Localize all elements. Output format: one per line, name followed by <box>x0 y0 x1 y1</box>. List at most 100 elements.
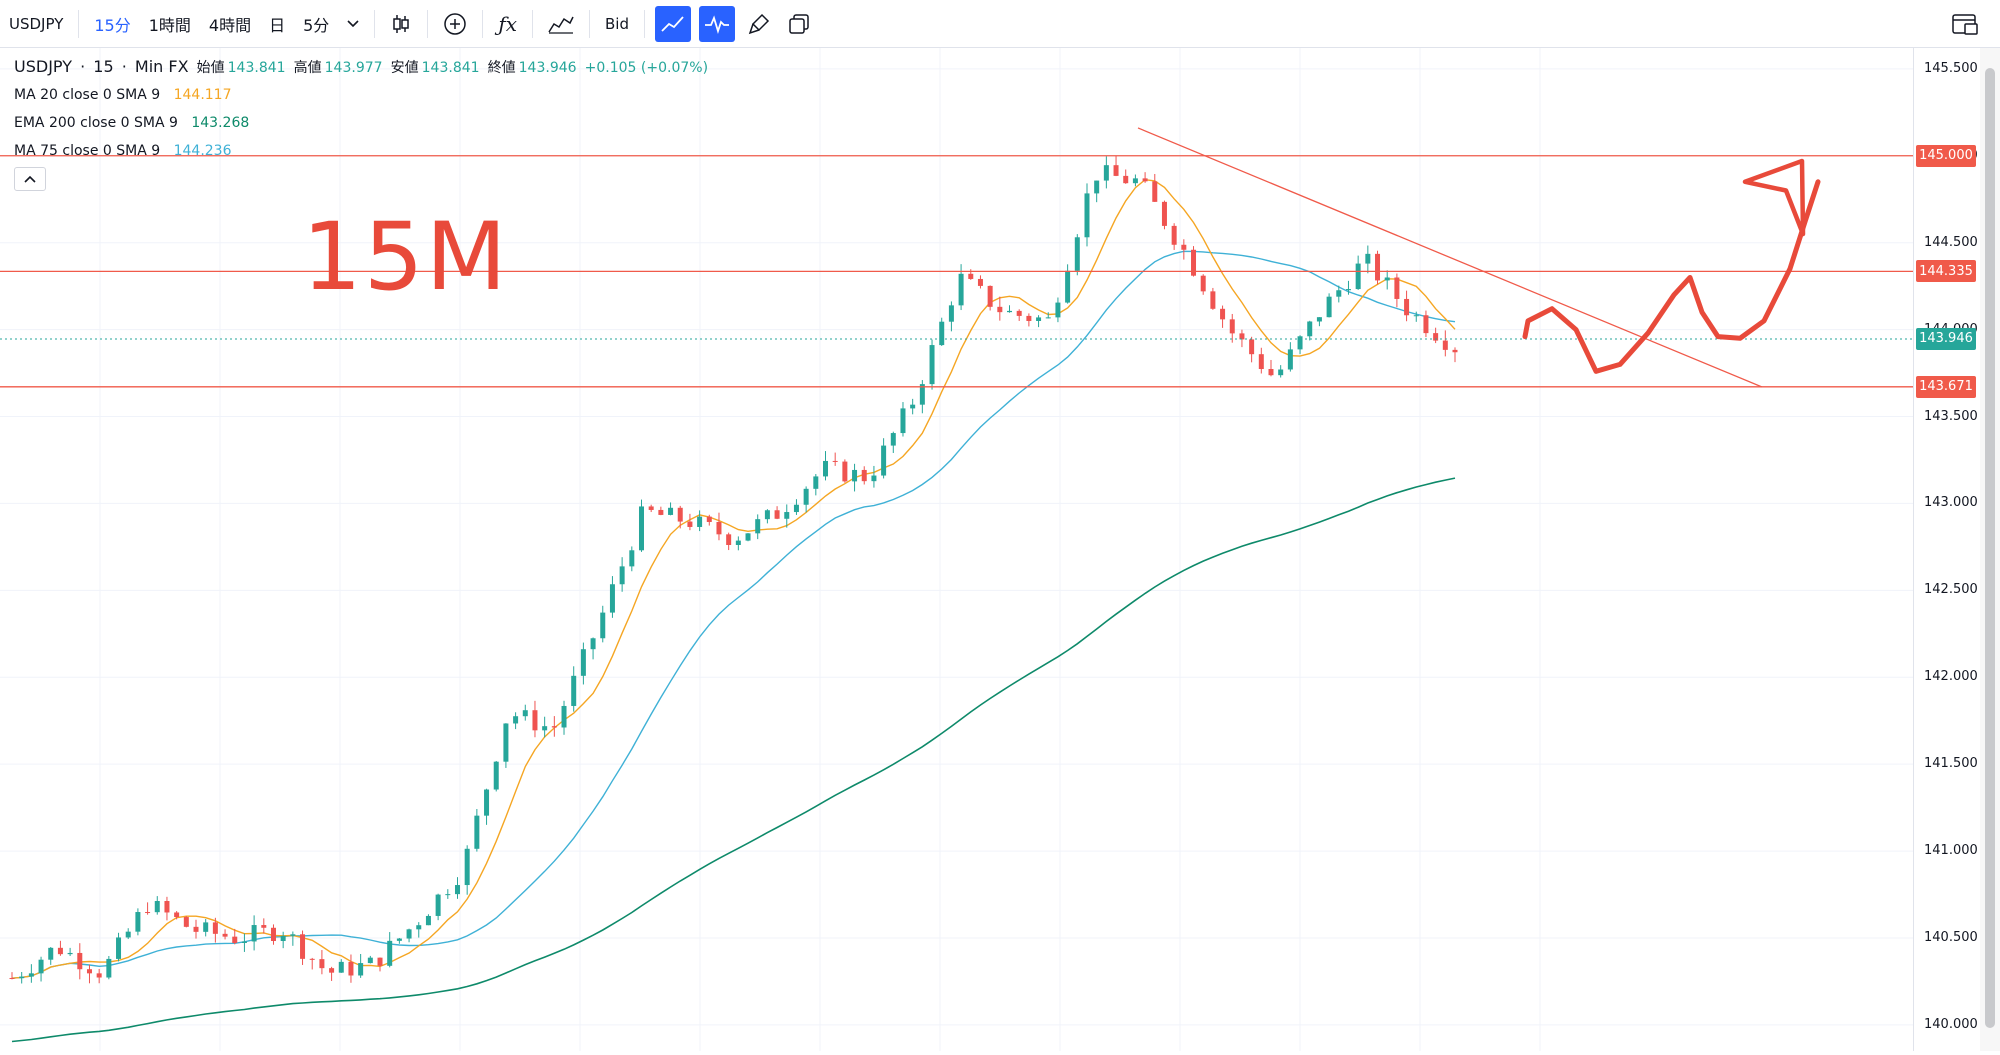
chart-canvas[interactable] <box>0 48 1913 1051</box>
candle-body <box>222 933 228 937</box>
scrollbar-thumb[interactable] <box>1985 68 1995 1028</box>
forecast-arrow-head <box>1742 158 1806 237</box>
high-label: 高値 <box>293 60 322 76</box>
candle-body <box>793 504 799 513</box>
candle-body <box>77 952 83 970</box>
candle-body <box>551 726 557 728</box>
price-axis-tick: 142.500 <box>1924 582 1978 598</box>
bid-toggle[interactable]: Bid <box>605 14 629 33</box>
price-axis-tick: 140.500 <box>1924 930 1978 945</box>
candle-body <box>232 936 238 943</box>
price-axis-tick: 143.500 <box>1924 408 1978 424</box>
trend-line-tool-button[interactable] <box>654 5 691 42</box>
price-tag: 143.946 <box>1916 327 1976 350</box>
legend-sep: · <box>80 57 86 76</box>
candle-body <box>1258 354 1264 370</box>
area-chart-icon <box>548 16 574 34</box>
candle-body <box>1036 317 1042 321</box>
candle-body <box>658 509 664 515</box>
chart-type-button[interactable] <box>381 0 421 48</box>
candle-body <box>580 649 586 676</box>
top-toolbar: USDJPY 15分 1時間 4時間 日 5分 ƒx Bid <box>0 0 2000 48</box>
interval-5m[interactable]: 5分 <box>303 15 330 35</box>
interval-15m[interactable]: 15分 <box>94 15 131 35</box>
ma75-line <box>11 250 1456 979</box>
plus-circle-icon <box>444 12 467 35</box>
candle-body <box>241 941 247 943</box>
candle-body <box>1103 165 1109 181</box>
candle-body <box>823 460 829 477</box>
candle-body <box>542 726 548 731</box>
candle-body <box>609 584 615 613</box>
candle-body <box>1065 270 1071 303</box>
indicator-ma20[interactable]: MA 20 close 0 SMA 9 144.117 <box>14 87 235 103</box>
low-label: 安値 <box>390 60 419 76</box>
indicator-ema200[interactable]: EMA 200 close 0 SMA 9 143.268 <box>14 115 252 131</box>
candle-body <box>193 926 199 932</box>
candle-body <box>1316 317 1322 322</box>
candle-body <box>300 934 306 959</box>
candle-body <box>706 516 712 522</box>
candle-body <box>1433 333 1439 341</box>
candle-body <box>1365 253 1371 264</box>
price-tag: 143.671 <box>1916 375 1976 398</box>
candle-body <box>677 507 683 522</box>
compare-button[interactable] <box>434 0 476 48</box>
candle-body <box>1220 308 1226 320</box>
candle-body <box>1268 369 1274 376</box>
interval-day[interactable]: 日 <box>269 15 286 35</box>
candle-body <box>629 550 635 567</box>
handwritten-annotation: 15M <box>302 203 509 312</box>
candle-body <box>745 533 751 541</box>
interval-1h[interactable]: 1時間 <box>148 15 191 35</box>
candle-body <box>164 901 170 913</box>
candle-body <box>1094 180 1100 194</box>
candle-body <box>1384 277 1390 281</box>
symbol-search[interactable]: USDJPY <box>9 14 64 33</box>
candle-body <box>1287 349 1293 370</box>
price-axis-tick: 145.500 <box>1924 60 1978 76</box>
candle-body <box>600 612 606 639</box>
chart-area[interactable]: USDJPY · 15 · Min FX 始値 143.841 高値 143.977… <box>0 48 1913 1051</box>
candle-body <box>1249 339 1255 355</box>
financials-button[interactable] <box>539 0 583 48</box>
brush-tool-button[interactable] <box>739 0 779 48</box>
candle-body <box>726 534 732 545</box>
candle-body <box>561 705 567 728</box>
candle-body <box>1394 277 1400 299</box>
price-axis[interactable]: 145.500145.000144.500144.000143.500143.0… <box>1913 48 1980 1051</box>
pulse-tool-button[interactable] <box>698 5 735 42</box>
candle-body <box>1026 315 1032 321</box>
candle-body <box>1326 296 1332 318</box>
candle-body <box>735 540 741 545</box>
toolbar-divider <box>589 9 590 38</box>
vertical-scrollbar[interactable] <box>1980 48 2000 1051</box>
function-icon: ƒx <box>498 11 517 36</box>
candle-body <box>716 521 722 535</box>
candle-body <box>1191 249 1197 276</box>
fullscreen-button[interactable] <box>1942 0 1988 48</box>
legend-interval: 15 <box>93 57 114 76</box>
indicator-ma75[interactable]: MA 75 close 0 SMA 9 144.236 <box>14 143 235 159</box>
candle-body <box>251 925 257 942</box>
window-icon <box>1952 13 1978 35</box>
candle-body <box>784 512 790 519</box>
candle-body <box>813 476 819 489</box>
candle-body <box>1355 263 1361 290</box>
candle-body <box>38 959 44 974</box>
candle-body <box>1336 290 1342 297</box>
interval-4h[interactable]: 4時間 <box>208 15 252 35</box>
chevron-up-icon <box>24 175 36 183</box>
legend-collapse-button[interactable] <box>14 167 46 191</box>
candle-body <box>116 937 122 959</box>
legend-source: Min FX <box>134 57 189 76</box>
interval-dropdown[interactable] <box>338 0 368 48</box>
candle-body <box>174 912 180 918</box>
indicator-name: MA 20 close 0 SMA 9 <box>14 87 161 103</box>
layout-button[interactable] <box>779 0 819 48</box>
candle-body <box>406 929 412 939</box>
candle-body <box>968 273 974 279</box>
indicators-button[interactable]: ƒx <box>489 0 526 48</box>
candle-body <box>764 510 770 520</box>
candle-body <box>367 957 373 964</box>
